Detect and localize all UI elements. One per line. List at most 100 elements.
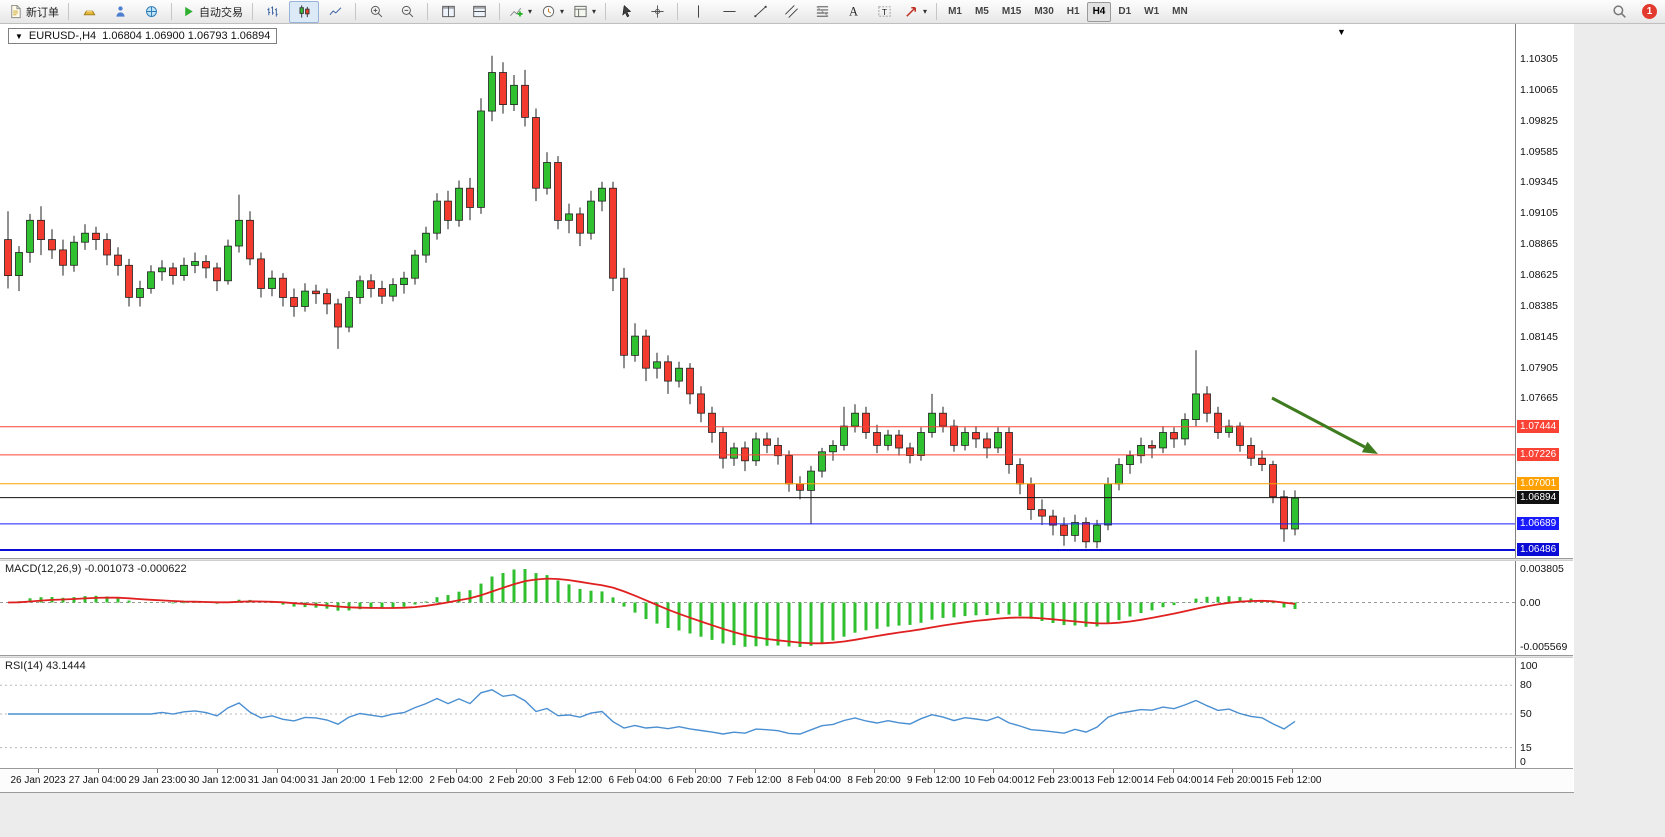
search-button[interactable] <box>1604 1 1634 23</box>
timeframe-M1[interactable]: M1 <box>948 6 962 17</box>
timeframe-MN[interactable]: MN <box>1172 6 1188 17</box>
price-level-tag-1.06486[interactable]: 1.06486 <box>1517 543 1560 557</box>
pane-separator[interactable] <box>0 655 1573 658</box>
price-level-tag-1.06689[interactable]: 1.06689 <box>1517 516 1560 530</box>
rsi-axis-label: 80 <box>1520 679 1532 692</box>
template-button[interactable]: ▾ <box>569 1 600 23</box>
person-glyph <box>115 6 125 17</box>
time-label: 12 Feb 23:00 <box>1023 775 1083 786</box>
timeframe-D1[interactable]: D1 <box>1118 6 1132 17</box>
time-label: 15 Feb 12:00 <box>1262 775 1322 786</box>
market-watch-icon[interactable] <box>74 1 104 23</box>
template-glyph <box>574 5 587 18</box>
fibonacci-button[interactable] <box>807 1 837 23</box>
arrows-button[interactable]: ▾ <box>900 1 931 23</box>
text-button[interactable]: A <box>838 1 868 23</box>
cascade-windows-button[interactable] <box>464 1 494 23</box>
time-label: 6 Feb 20:00 <box>668 775 722 786</box>
time-tick <box>575 769 577 773</box>
trend-arrow[interactable] <box>1271 396 1378 454</box>
toolbar-separator <box>936 3 938 20</box>
price-level-tag-1.06894[interactable]: 1.06894 <box>1517 490 1560 504</box>
notification-badge[interactable]: 1 <box>1642 4 1657 19</box>
macd-panel[interactable] <box>0 561 1515 655</box>
rsi-panel[interactable] <box>0 658 1515 768</box>
toolbar-separator <box>499 3 500 20</box>
time-tick <box>1172 769 1174 773</box>
tilev-glyph <box>472 5 486 18</box>
auto-trading-button[interactable]: 自动交易 <box>177 1 247 23</box>
zoomin-glyph <box>370 5 382 18</box>
time-tick <box>456 769 457 773</box>
timeframe-W1[interactable]: W1 <box>1144 6 1160 17</box>
price-label: 1.08625 <box>1520 268 1558 281</box>
gold-glyph <box>83 10 95 16</box>
rsi-axis-label: 50 <box>1520 708 1532 720</box>
navigator-icon[interactable] <box>136 1 166 23</box>
arrowsuite-glyph <box>906 7 917 17</box>
timeframe-M30[interactable]: M30 <box>1034 6 1054 17</box>
time-axis[interactable]: 26 Jan 2023 27 Jan 04:00 29 Jan 23:00 30 Ja… <box>0 768 1573 792</box>
timeframe-H4[interactable]: H4 <box>1086 1 1112 22</box>
timeframe-M5[interactable]: M5 <box>974 6 989 17</box>
time-label: 2 Feb 20:00 <box>489 775 543 786</box>
toolbar-separator <box>677 3 679 20</box>
bar-chart-button[interactable] <box>258 1 288 23</box>
search-glyph <box>1612 5 1626 18</box>
trendline-button[interactable] <box>745 1 775 23</box>
tile-windows-button[interactable] <box>433 1 463 23</box>
toolbar-separator <box>355 3 356 20</box>
candlestick-chart-button[interactable] <box>289 0 319 23</box>
one-click-trading-arrow[interactable]: ▼ <box>15 31 23 41</box>
time-label: 29 Jan 23:00 <box>128 775 187 786</box>
price-label: 1.07665 <box>1520 392 1558 405</box>
time-tick <box>336 769 338 773</box>
price-axis[interactable]: 1.10305 1.10065 1.09825 1.09585 1.09345 1.091… <box>1515 24 1574 792</box>
macd-axis-label: 0.00 <box>1520 596 1541 609</box>
data-window-icon[interactable] <box>105 1 135 23</box>
timeframe-H1[interactable]: H1 <box>1066 6 1080 17</box>
period-button[interactable]: ▾ <box>537 1 568 23</box>
time-tick <box>1053 769 1055 773</box>
play-glyph <box>185 6 193 17</box>
horizontal-line-button[interactable] <box>714 1 744 23</box>
price-level-tag-1.07444[interactable]: 1.07444 <box>1517 419 1560 433</box>
zoom-out-button[interactable] <box>392 1 422 23</box>
price-level-tag-1.07001[interactable]: 1.07001 <box>1517 476 1560 490</box>
globe-glyph <box>145 6 157 17</box>
time-label: 26 Jan 2023 <box>10 775 66 786</box>
vertical-line-button[interactable] <box>683 1 713 23</box>
label-button[interactable]: T <box>869 1 899 23</box>
candlestick-chart[interactable] <box>0 24 1515 558</box>
time-label: 7 Feb 12:00 <box>727 775 782 786</box>
time-tick <box>157 769 159 773</box>
time-label: 31 Jan 04:00 <box>247 775 306 786</box>
auto-trading-button-label: 自动交易 <box>199 6 243 19</box>
timeframe-M15[interactable]: M15 <box>1001 6 1022 17</box>
channel-button[interactable] <box>776 1 806 23</box>
toolbar-separator <box>605 3 607 20</box>
bars-glyph <box>266 6 278 17</box>
chart-info-box: ▼ EURUSD-,H4 1.06804 1.06900 1.06793 1.0… <box>8 28 278 44</box>
pane-separator[interactable] <box>0 558 1573 561</box>
tileh-glyph <box>441 5 455 18</box>
chart-window[interactable]: ▼ EURUSD-,H4 1.06804 1.06900 1.06793 1.0… <box>0 24 1574 793</box>
price-level-tag-1.07226[interactable]: 1.07226 <box>1517 447 1560 461</box>
price-label: 1.07905 <box>1520 361 1558 374</box>
crosshair-button[interactable] <box>642 1 672 23</box>
textA-glyph: A <box>849 5 858 19</box>
add-indicator-button[interactable]: ▾ <box>505 1 536 23</box>
chevron-down-icon: ▾ <box>528 7 533 16</box>
line-chart-button[interactable] <box>320 1 350 23</box>
cursor-button[interactable] <box>611 1 641 23</box>
horizontal-level-lines[interactable] <box>0 426 1515 551</box>
labelT-glyph: T <box>877 6 891 17</box>
time-tick <box>276 769 278 773</box>
rsi-axis-label: 100 <box>1520 660 1538 672</box>
zoom-in-button[interactable] <box>361 1 391 23</box>
time-label: 3 Feb 12:00 <box>548 775 603 786</box>
time-label: 6 Feb 04:00 <box>608 775 662 786</box>
zoomout-glyph <box>401 5 413 18</box>
new-order-button[interactable]: 新订单 <box>4 1 63 23</box>
price-label: 1.10065 <box>1520 83 1558 96</box>
